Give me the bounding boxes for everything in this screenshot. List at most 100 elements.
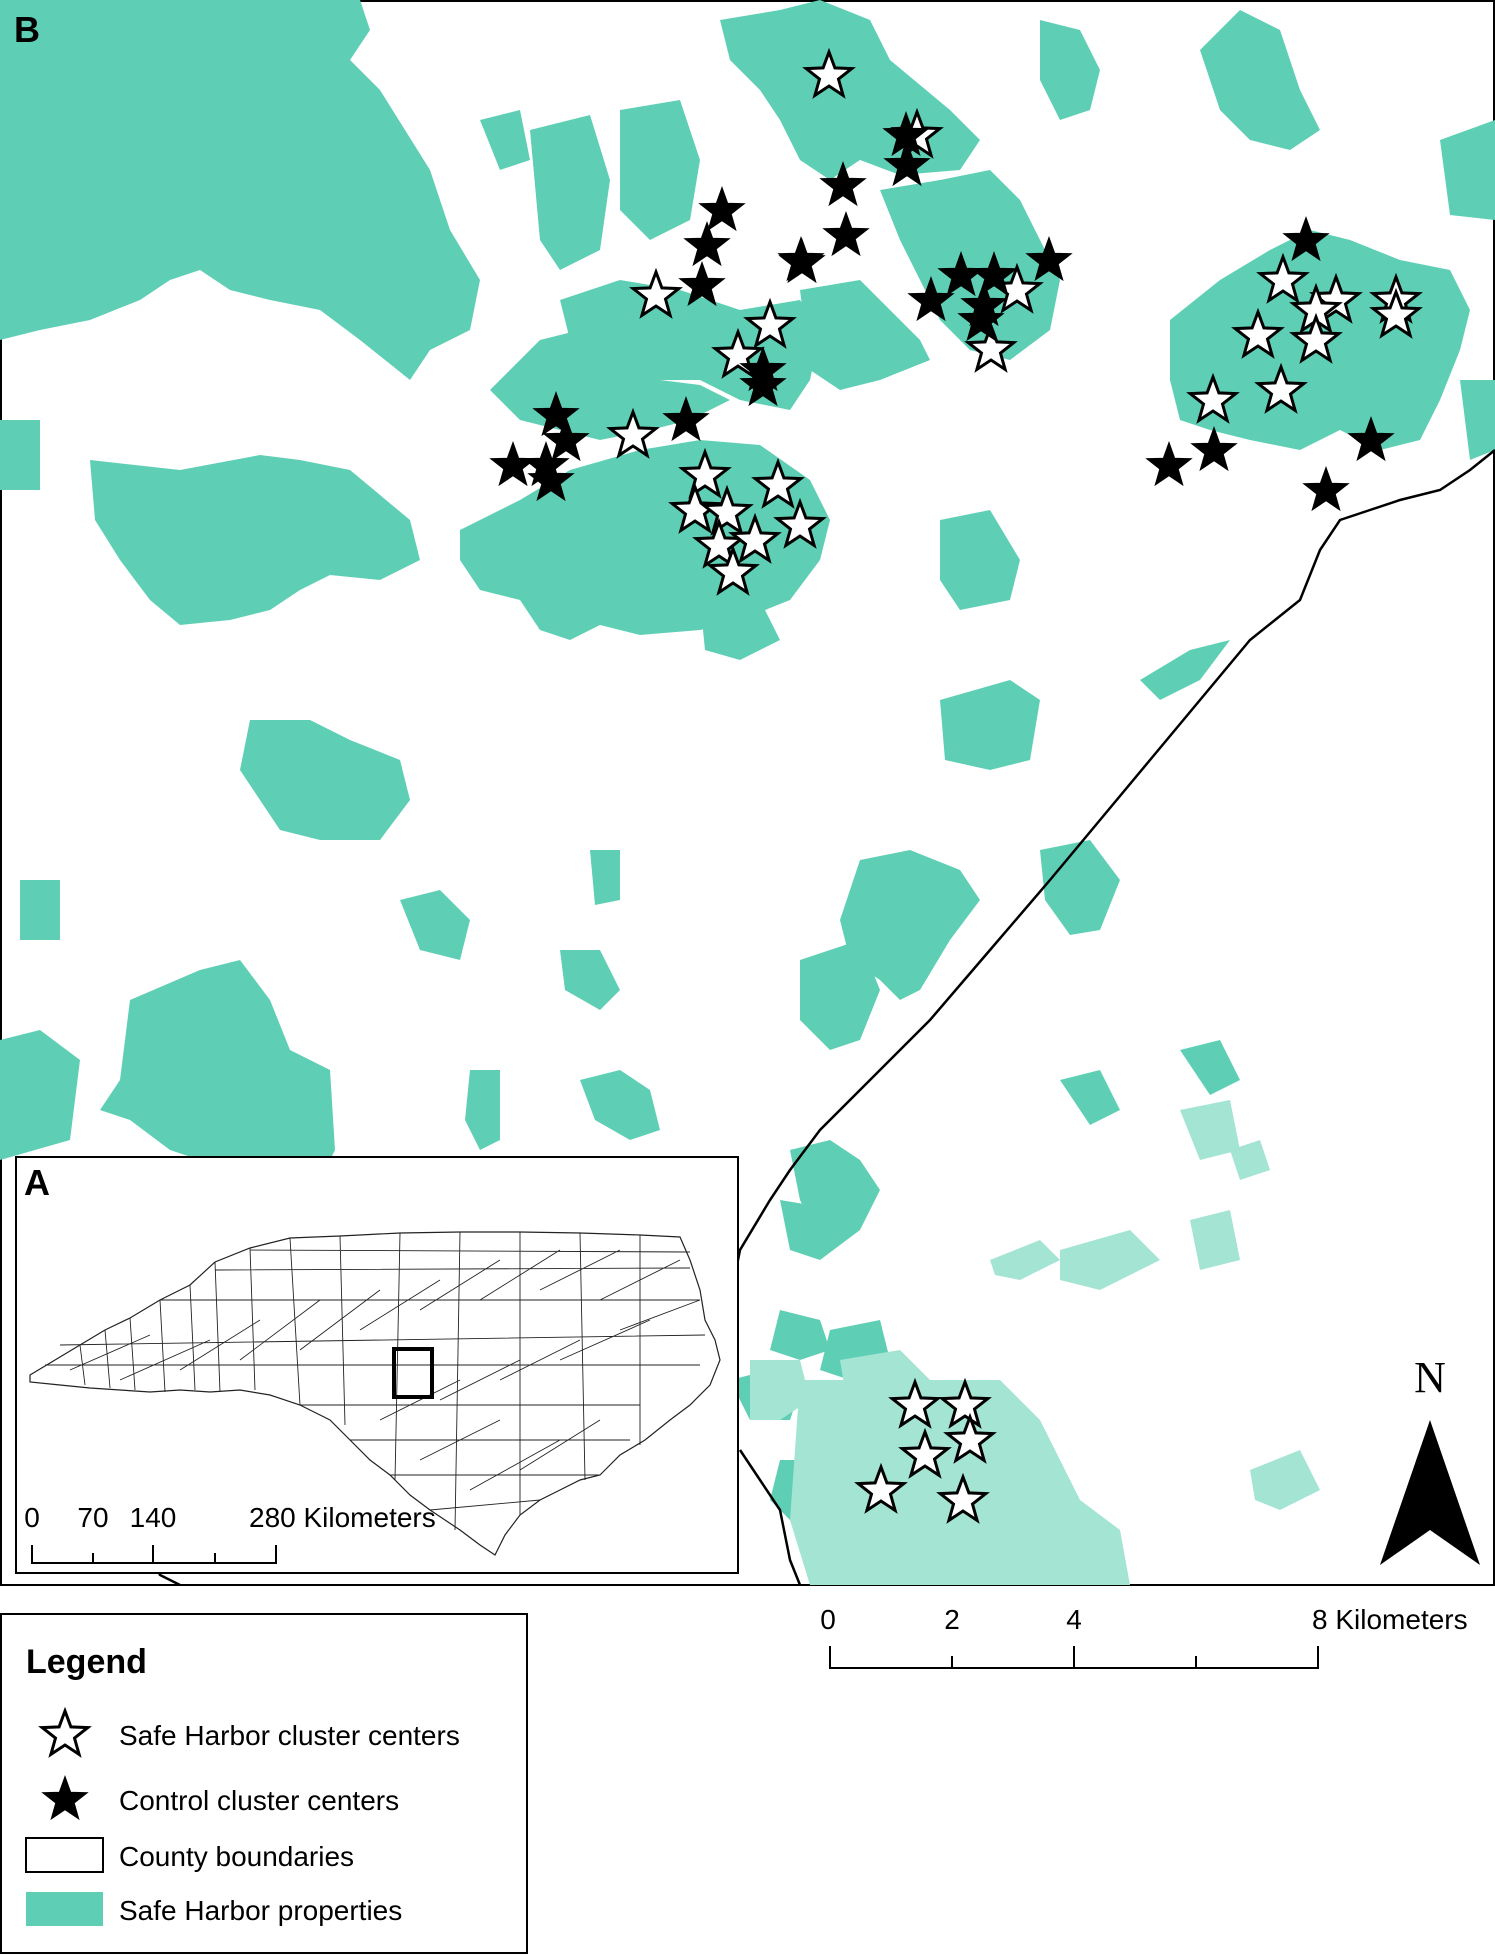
property-parcel <box>770 1310 830 1360</box>
property-parcel <box>750 1360 810 1420</box>
inset-map: A 0 70 140 280 Kilometers <box>15 1156 739 1574</box>
property-parcel <box>1460 380 1495 460</box>
control-cluster-star-icon <box>678 261 726 307</box>
property-parcel <box>1140 640 1230 700</box>
control-cluster-star-icon <box>1347 416 1395 462</box>
control-cluster-star-icon <box>662 396 710 442</box>
property-parcel <box>1250 1450 1320 1510</box>
north-arrow-icon <box>1380 1420 1480 1565</box>
property-parcel <box>1040 20 1100 120</box>
control-cluster-markers <box>489 111 1395 512</box>
safe-harbor-cluster-star-icon <box>888 1377 942 1429</box>
main-scale-tick-label: 4 <box>1066 1604 1082 1635</box>
safe-harbor-cluster-star-icon <box>606 407 660 459</box>
safe-harbor-cluster-star-icon <box>854 1462 908 1514</box>
control-cluster-star-icon <box>542 416 590 462</box>
north-arrow-label: N <box>1414 1353 1446 1402</box>
control-cluster-star-icon <box>1025 236 1073 282</box>
control-cluster-star-icon <box>739 346 787 392</box>
property-parcel <box>1060 1070 1120 1125</box>
legend-item-label: County boundaries <box>119 1841 354 1872</box>
inset-map-panel-label: A <box>24 1162 50 1203</box>
property-parcel <box>20 880 60 940</box>
control-cluster-star-icon <box>822 211 870 257</box>
property-parcel <box>940 680 1040 770</box>
legend-title: Legend <box>26 1643 147 1681</box>
property-parcel <box>1180 1040 1240 1095</box>
property-parcel <box>990 1240 1060 1280</box>
control-cluster-star-icon <box>527 456 575 502</box>
safe-harbor-cluster-star-icon <box>1231 307 1285 359</box>
property-parcel <box>580 1070 660 1140</box>
property-parcel <box>1060 1230 1160 1290</box>
property-parcel <box>700 600 780 660</box>
safe-harbor-cluster-star-icon <box>629 267 683 319</box>
property-parcel <box>1190 1210 1240 1270</box>
property-parcel <box>800 940 880 1050</box>
property-parcel <box>780 1200 860 1260</box>
property-parcel <box>1200 10 1320 150</box>
safe-harbor-cluster-star-icon <box>1289 312 1343 364</box>
property-parcel <box>560 950 620 1010</box>
filled-star-icon <box>41 1775 89 1821</box>
control-cluster-star-icon <box>1282 216 1330 262</box>
safe-harbor-cluster-star-icon <box>1256 252 1310 304</box>
safe-harbor-cluster-star-icon <box>943 1412 997 1464</box>
inset-scale-bar: 0 70 140 280 Kilometers <box>24 1502 436 1564</box>
control-cluster-star-icon <box>532 391 580 437</box>
county-boundary-line <box>738 1449 802 1586</box>
state-outline-shape <box>29 1231 721 1556</box>
control-cluster-star-icon <box>819 161 867 207</box>
property-parcel <box>840 850 980 1000</box>
legend: Legend Safe Harbor cluster centers Contr… <box>0 1613 528 1954</box>
study-area-box <box>392 1347 434 1399</box>
legend-item-label: Safe Harbor properties <box>119 1895 402 1926</box>
safe-harbor-cluster-star-icon <box>773 497 827 549</box>
property-parcel <box>800 280 930 390</box>
outline-box-icon <box>25 1837 104 1873</box>
property-parcel <box>1180 1100 1240 1160</box>
main-scale-tick-label: 0 <box>820 1604 836 1635</box>
property-parcel <box>1000 1520 1130 1585</box>
safe-harbor-cluster-star-icon <box>728 512 782 564</box>
safe-harbor-cluster-star-icon <box>668 482 722 534</box>
safe-harbor-cluster-star-icon <box>1254 362 1308 414</box>
safe-harbor-cluster-star-icon <box>1369 287 1423 339</box>
main-scale-tick-label: 8 Kilometers <box>1312 1604 1468 1635</box>
property-parcel <box>480 110 530 170</box>
safe-harbor-cluster-star-icon <box>706 544 760 596</box>
main-map: B N A 0 70 140 280 Kilometers <box>0 0 1495 1587</box>
control-cluster-star-icon <box>882 111 930 157</box>
property-parcel <box>0 0 480 380</box>
open-star-icon <box>38 1706 92 1758</box>
control-cluster-star-icon <box>1190 426 1238 472</box>
main-map-panel-label: B <box>14 9 40 50</box>
property-parcel <box>90 455 420 625</box>
north-arrow: N <box>1380 1353 1480 1565</box>
control-cluster-star-icon <box>1302 466 1350 512</box>
property-parcel <box>530 115 610 270</box>
control-cluster-star-icon <box>683 221 731 267</box>
property-parcel <box>940 510 1020 610</box>
inset-scale-tick-label: 70 <box>77 1502 108 1533</box>
control-cluster-star-icon <box>957 296 1005 342</box>
safe-harbor-cluster-star-icon <box>743 297 797 349</box>
inset-scale-tick-label: 280 Kilometers <box>249 1502 436 1533</box>
inset-scale-bar-line <box>31 1545 277 1564</box>
safe-harbor-cluster-star-icon <box>964 321 1018 373</box>
control-cluster-star-icon <box>907 276 955 322</box>
safe-harbor-cluster-markers <box>606 47 1423 1524</box>
control-cluster-star-icon <box>739 361 787 407</box>
county-boundary-line <box>698 449 1495 1381</box>
inset-scale-tick-label: 0 <box>24 1502 40 1533</box>
safe-harbor-cluster-star-icon <box>802 47 856 99</box>
property-parcel <box>1040 840 1120 935</box>
property-parcel <box>465 1070 500 1150</box>
legend-item-label: Safe Harbor cluster centers <box>119 1720 460 1751</box>
property-parcel <box>0 1030 80 1160</box>
control-cluster-star-icon <box>1145 441 1193 487</box>
property-parcel <box>0 420 40 490</box>
safe-harbor-cluster-star-icon <box>711 327 765 379</box>
property-parcel <box>620 100 700 240</box>
control-cluster-star-icon <box>970 251 1018 297</box>
